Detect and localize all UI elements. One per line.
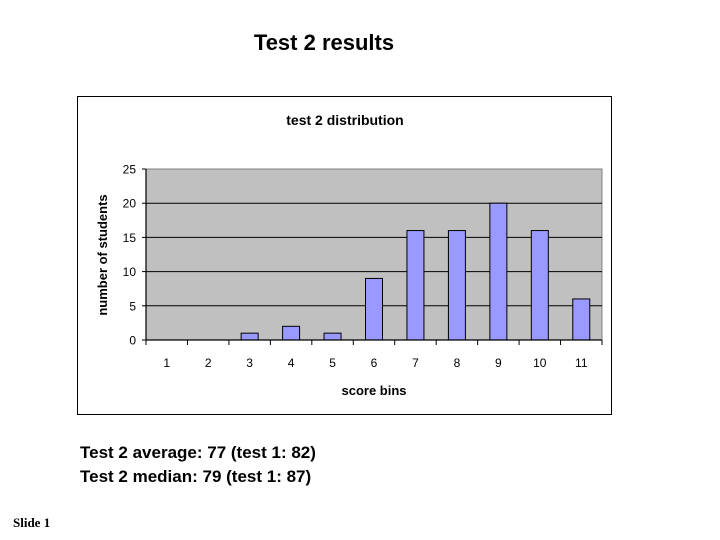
slide-title: Test 2 results [253,30,395,55]
slide-number: Slide 1 [13,515,51,530]
bar [489,202,508,341]
bar [282,325,301,341]
average-stat: Test 2 average: 77 (test 1: 82) [80,443,316,462]
x-tick-label: 2 [205,356,212,370]
x-tick-label: 10 [533,356,547,370]
bar [530,230,549,341]
x-tick-label: 6 [371,356,378,370]
chart-title: test 2 distribution [286,112,403,128]
x-tick-label: 5 [329,356,336,370]
y-tick-label: 20 [123,197,137,211]
x-tick-label: 7 [412,356,419,370]
y-tick-label: 5 [129,299,136,313]
y-tick-label: 0 [129,334,136,348]
bar [240,332,259,341]
y-axis-title: number of students [95,194,110,315]
bar [572,298,591,341]
x-tick-label: 8 [454,356,461,370]
bar [365,277,383,341]
x-tick-label: 4 [288,356,295,370]
bar [323,332,342,341]
y-tick-label: 10 [123,265,137,279]
bar [406,230,425,341]
x-tick-label: 3 [246,356,253,370]
x-tick-label: 9 [495,356,502,370]
x-tick-label: 11 [575,356,588,370]
y-tick-label: 25 [123,163,137,177]
x-axis-title: score bins [341,383,406,398]
bar-chart: 0 5 10 15 20 25 1 2 3 4 5 6 7 8 9 10 11 test 2 distributi… [95,112,603,398]
y-tick-label: 15 [123,231,137,245]
median-stat: Test 2 median: 79 (test 1: 87) [80,467,312,486]
x-tick-label: 1 [163,356,170,370]
bar [447,230,466,341]
chart-container: 0 5 10 15 20 25 1 2 3 4 5 6 7 8 9 10 11 test 2 distributi… [77,96,612,415]
